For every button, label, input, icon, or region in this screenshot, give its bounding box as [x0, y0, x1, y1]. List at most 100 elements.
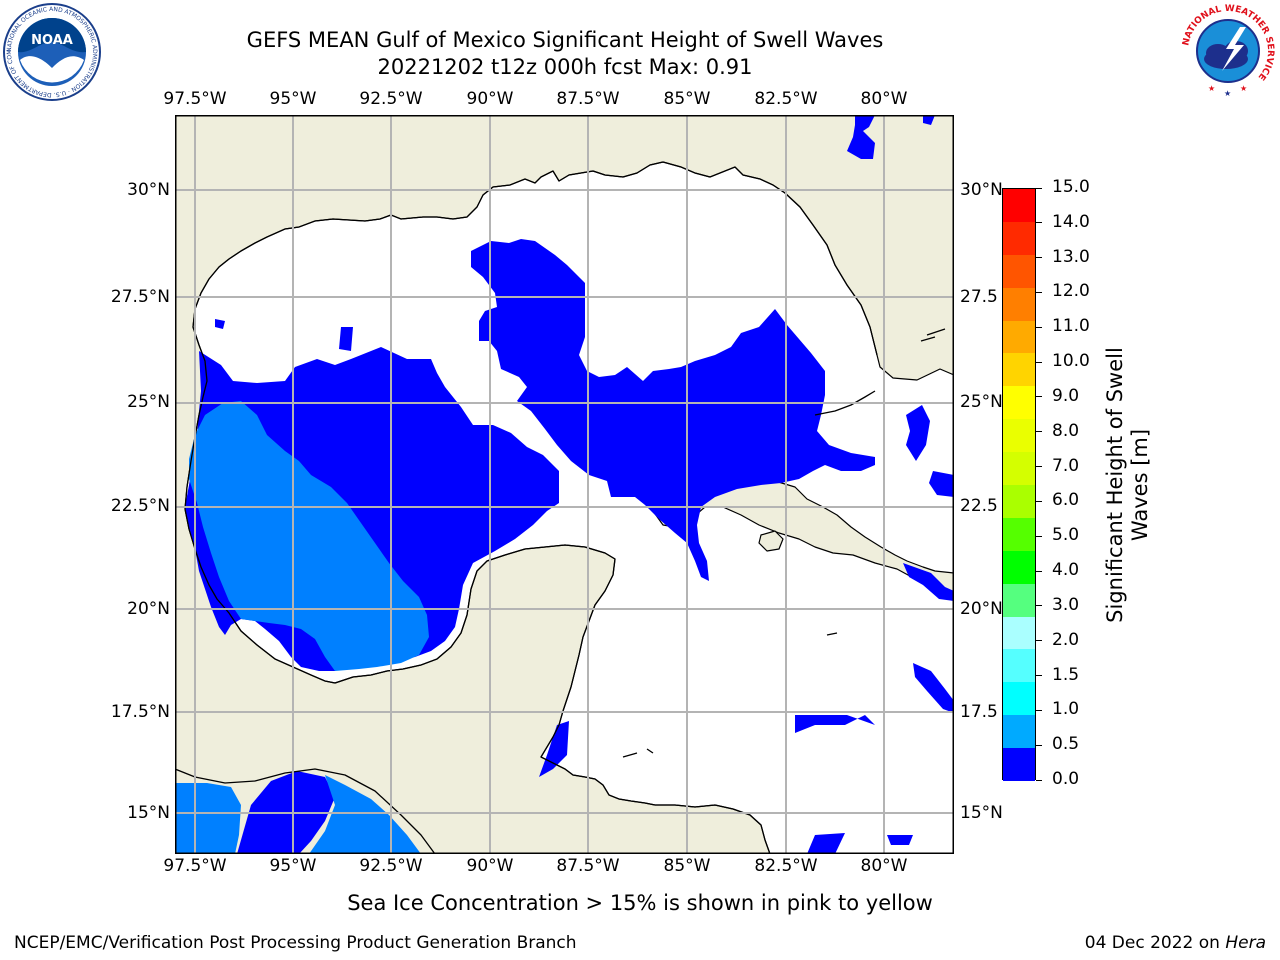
colorbar-tick-mark [1036, 605, 1042, 607]
colorbar-tick-label: 15.0 [1052, 177, 1090, 197]
swell-patch-2 [923, 115, 935, 125]
swell-patch-6 [913, 663, 954, 713]
lon-tick-top: 90°W [466, 89, 514, 109]
colorbar-tick-label: 9.0 [1052, 385, 1080, 406]
colorbar-tick-mark [1036, 326, 1042, 328]
lon-tick-top: 95°W [269, 89, 317, 109]
colorbar-tick-mark [1036, 709, 1042, 711]
colorbar-segment [1003, 649, 1035, 683]
swell-patch-11 [339, 327, 353, 351]
swell-patch-1 [847, 115, 875, 159]
footer-machine: Hera [1225, 933, 1266, 953]
grid-layer [175, 115, 954, 854]
coastline-gulf [184, 161, 878, 854]
lat-tick-right: 27.5 [960, 287, 998, 307]
colorbar-label-line1: Significant Height of Swell [1103, 347, 1127, 623]
nws-logo: NATIONAL WEATHER SERVICE ★ ★ ★ [1178, 1, 1278, 101]
map-frame [175, 115, 954, 854]
colorbar-tick-mark [1036, 187, 1042, 189]
colorbar-segment [1003, 221, 1035, 256]
colorbar [1002, 188, 1036, 782]
footer-date: 04 Dec 2022 on Hera [1085, 933, 1266, 953]
colorbar-segment [1003, 189, 1035, 223]
colorbar-tick-mark [1036, 500, 1042, 502]
colorbar-bars [1002, 188, 1036, 782]
lat-tick-right: 17.5 [960, 702, 998, 722]
colorbar-segment [1003, 485, 1035, 519]
swell-patch-12 [215, 319, 225, 329]
chart-subtitle: 20221202 t12z 000h fcst Max: 0.91 [377, 55, 753, 79]
colorbar-segment [1003, 320, 1035, 354]
colorbar-segment [1003, 715, 1035, 749]
lat-tick-left: 30°N [127, 180, 170, 200]
svg-text:★: ★ [1224, 89, 1231, 98]
colorbar-tick-mark [1036, 779, 1042, 781]
colorbar-tick-label: 13.0 [1052, 246, 1090, 267]
colorbar-tick-mark [1036, 744, 1042, 746]
colorbar-segment [1003, 517, 1035, 552]
coastline-jamaica [622, 632, 838, 758]
land-cuba [652, 478, 954, 598]
coastline-layer [175, 161, 946, 854]
colorbar-tick-label: 1.0 [1052, 699, 1080, 720]
colorbar-tick-mark [1036, 396, 1042, 398]
swell-patch-10 [887, 835, 913, 845]
colorbar-label-line2: Waves [m] [1128, 428, 1152, 542]
colorbar-tick-label: 11.0 [1052, 316, 1090, 337]
lon-tick-top: 92.5°W [359, 89, 423, 109]
swell-patch-3 [906, 405, 930, 461]
colorbar-tick-mark [1036, 535, 1042, 537]
colorbar-segment [1003, 419, 1035, 453]
lon-tick-bottom: 87.5°W [556, 856, 620, 876]
lat-tick-left: 22.5°N [110, 496, 170, 516]
colorbar-tick-mark [1036, 466, 1042, 468]
colorbar-tick-label: 12.0 [1052, 281, 1090, 302]
lat-tick-left: 25°N [127, 392, 170, 412]
lat-tick-left: 20°N [127, 599, 170, 619]
lon-tick-bottom: 92.5°W [359, 856, 423, 876]
colorbar-tick-label: 5.0 [1052, 525, 1080, 546]
sea-ice-note: Sea Ice Concentration > 15% is shown in … [347, 891, 933, 915]
lat-tick-right: 15°N [960, 803, 1003, 823]
lon-tick-bottom: 95°W [269, 856, 317, 876]
lon-tick-bottom: 82.5°W [754, 856, 818, 876]
land-isle-of-youth [758, 530, 784, 552]
svg-text:★: ★ [1208, 84, 1215, 93]
lon-tick-top: 87.5°W [556, 89, 620, 109]
swell-patch-5 [903, 563, 954, 601]
coastline-florida-keys [814, 390, 876, 416]
coastline-bahamas [920, 328, 946, 342]
swell-patch-8 [539, 721, 569, 777]
colorbar-tick-mark [1036, 222, 1042, 224]
colorbar-tick-label: 6.0 [1052, 490, 1080, 511]
colorbar-tick-mark [1036, 675, 1042, 677]
svg-text:★: ★ [1240, 84, 1247, 93]
colorbar-tick-label: 0.5 [1052, 734, 1080, 755]
swell-patch-7 [795, 715, 875, 733]
colorbar-segment [1003, 550, 1035, 585]
colorbar-tick-label: 7.0 [1052, 455, 1080, 476]
lat-tick-right: 20°N [960, 599, 1003, 619]
lon-tick-top: 82.5°W [754, 89, 818, 109]
colorbar-tick-label: 14.0 [1052, 211, 1090, 232]
lat-tick-left: 15°N [127, 803, 170, 823]
colorbar-segment [1003, 386, 1035, 420]
lon-tick-bottom: 90°W [466, 856, 514, 876]
colorbar-tick-label: 1.5 [1052, 664, 1080, 685]
colorbar-tick-mark [1036, 361, 1042, 363]
colorbar-segment [1003, 682, 1035, 716]
colorbar-segment [1003, 254, 1035, 289]
lat-tick-left: 17.5°N [110, 702, 170, 722]
colorbar-tick-label: 0.0 [1052, 769, 1080, 789]
noaa-logo-text: NOAA [31, 33, 73, 48]
colorbar-label: Significant Height of Swell Waves [m] [1103, 320, 1153, 650]
colorbar-tick-label: 3.0 [1052, 594, 1080, 615]
map-panel [175, 115, 954, 854]
lat-tick-right: 22.5 [960, 496, 998, 516]
lon-tick-top: 80°W [860, 89, 908, 109]
colorbar-segment [1003, 616, 1035, 650]
colorbar-segment [1003, 748, 1035, 782]
swell-patch-4 [929, 471, 954, 497]
colorbar-tick-label: 2.0 [1052, 629, 1080, 650]
lon-tick-top: 97.5°W [163, 89, 227, 109]
